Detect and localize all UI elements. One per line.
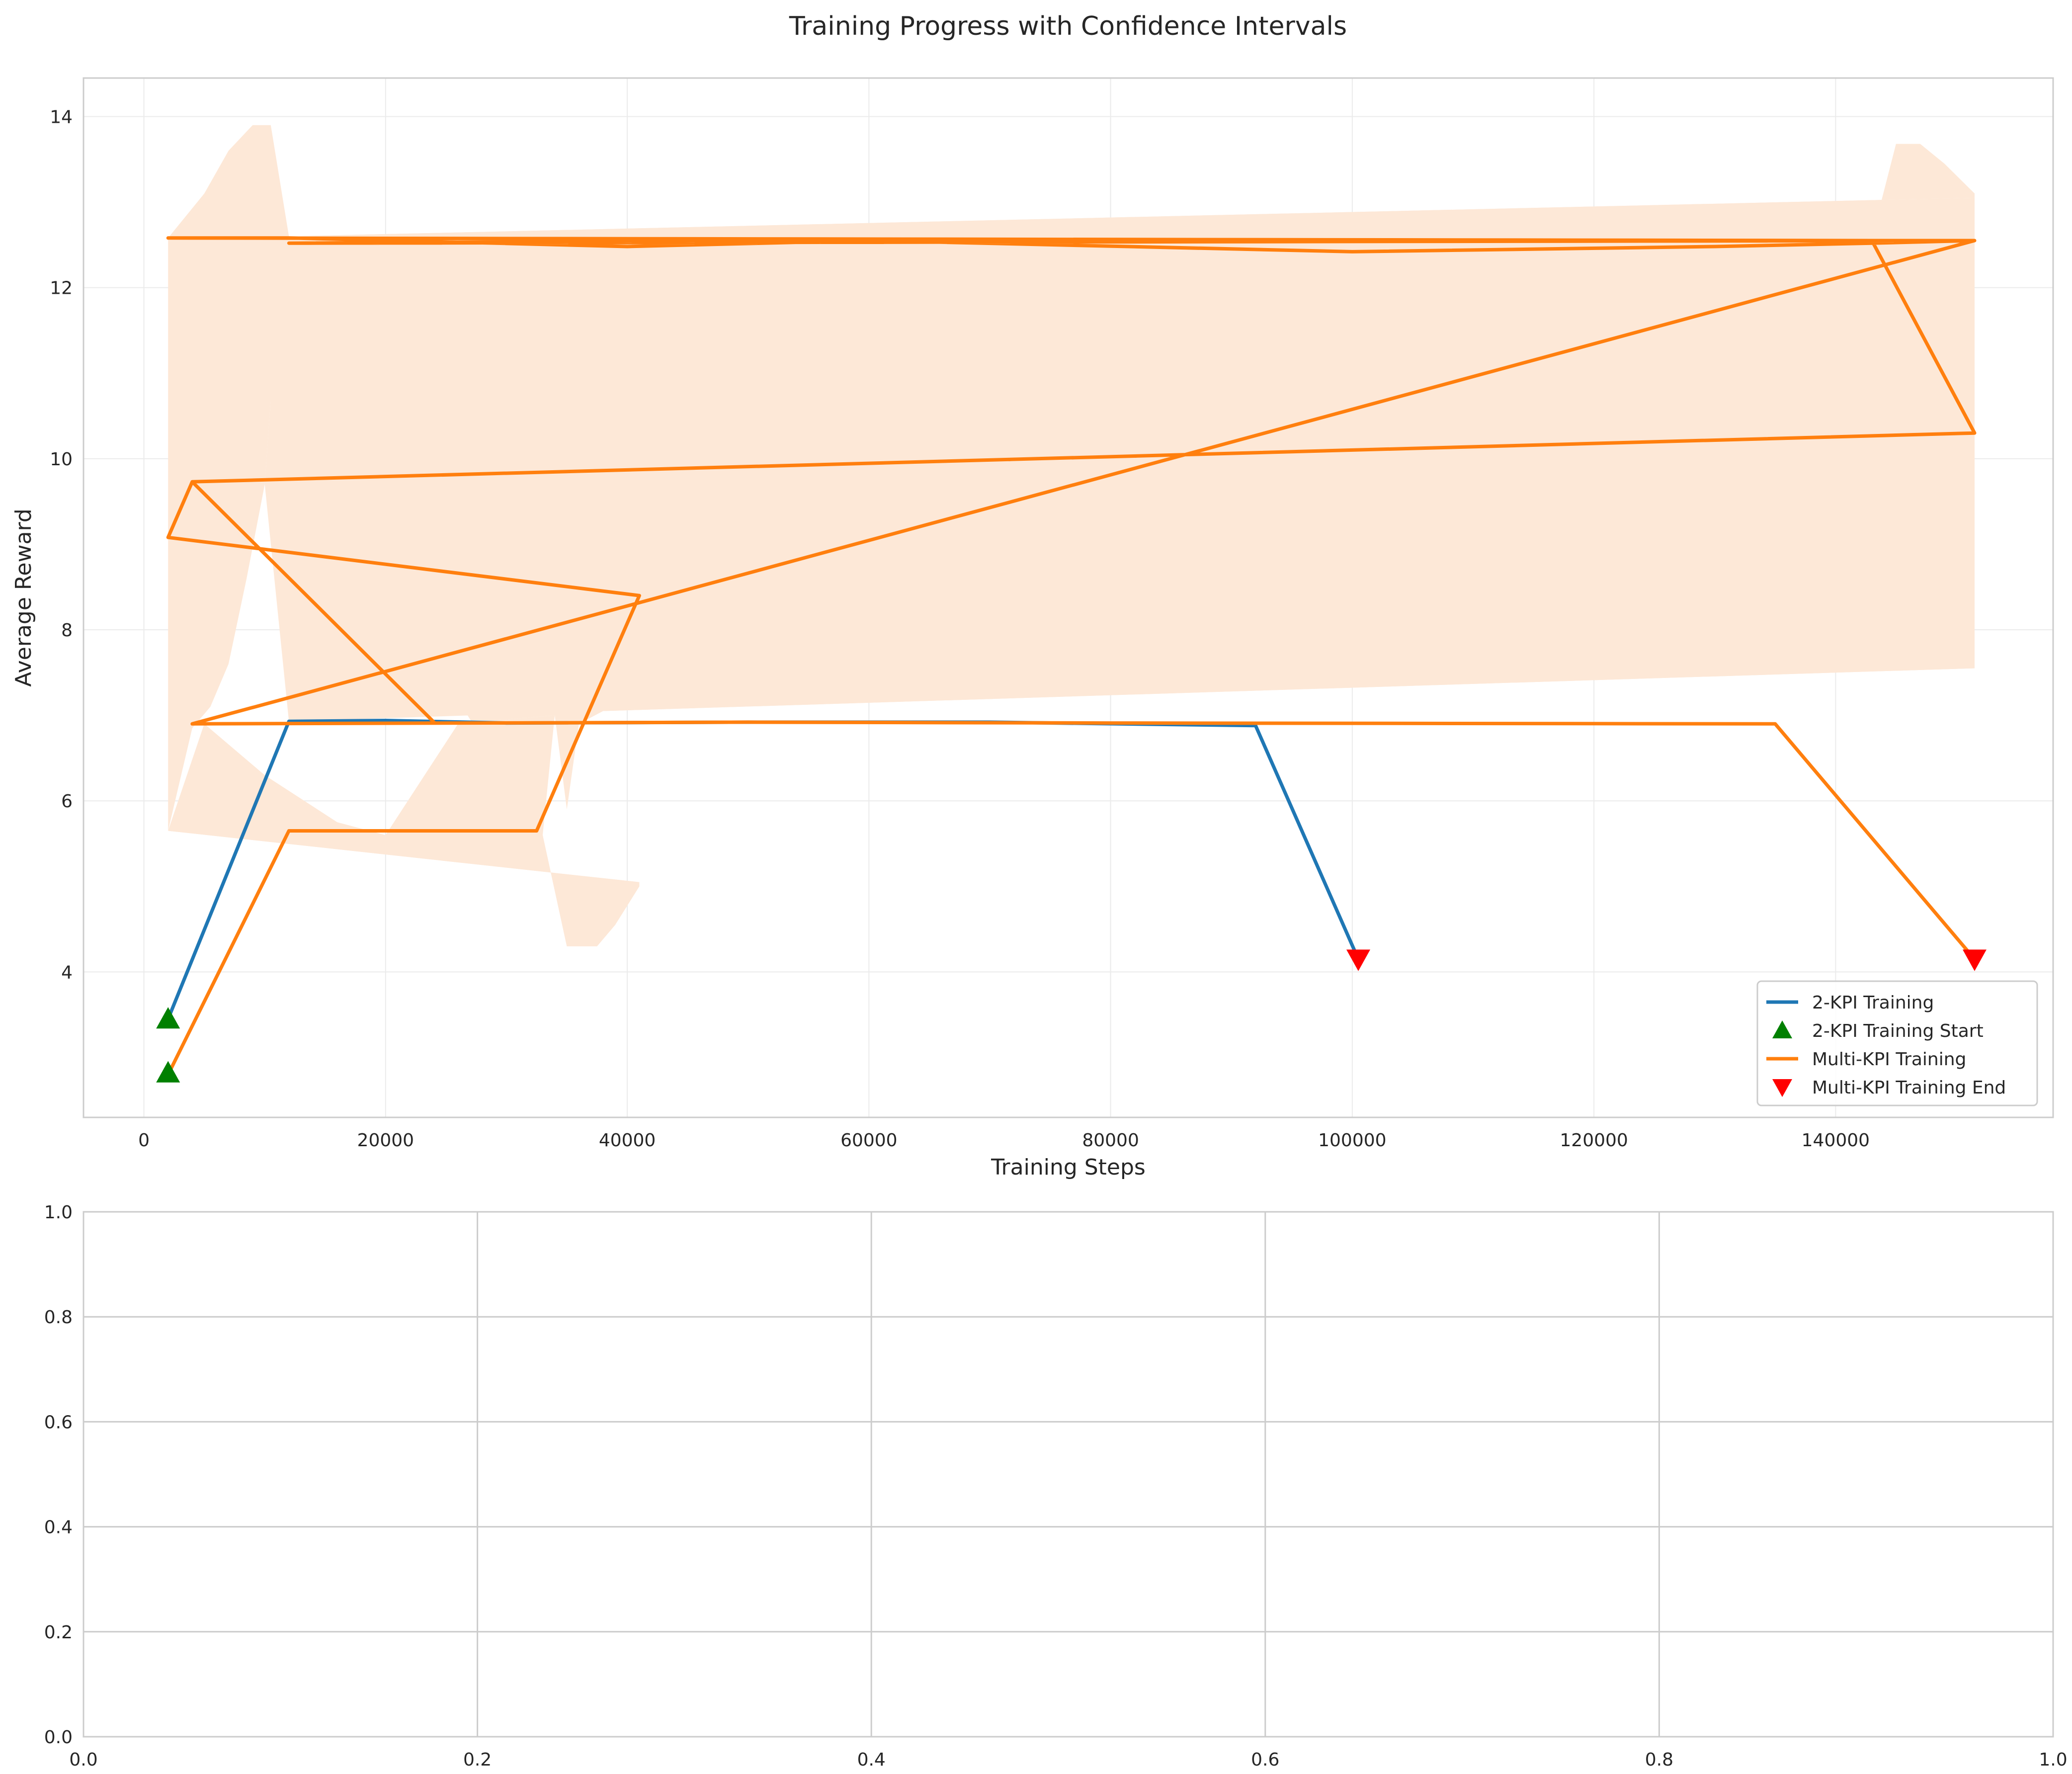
x-tick-label: 80000 <box>1082 1130 1139 1151</box>
y-tick-label: 0.8 <box>44 1307 73 1328</box>
top-plot-area: 0 20000 40000 60000 80000 100000 120000 140000 4… <box>11 77 2054 1180</box>
y-tick-label: 1.0 <box>44 1202 73 1223</box>
confidence-band-body <box>264 197 1975 722</box>
end-marker <box>1962 949 1987 971</box>
legend-label: Multi-KPI Training <box>1812 1049 1966 1070</box>
legend-label: 2-KPI Training Start <box>1812 1021 1984 1041</box>
x-axis-label: Training Steps <box>991 1155 1146 1180</box>
x-tick-label: 0.8 <box>1645 1750 1673 1770</box>
end-marker <box>1346 949 1371 971</box>
x-tick-label: 40000 <box>599 1130 656 1151</box>
bottom-plot-area: 0.0 0.2 0.4 0.6 0.8 1.0 0.0 0.2 0.4 0.6 0.8 1.0 <box>44 1202 2068 1770</box>
y-tick-label: 0.4 <box>44 1518 73 1538</box>
y-tick-label: 0.2 <box>44 1622 73 1643</box>
x-tick-label: 0 <box>138 1130 150 1151</box>
legend-marker-swatch <box>1772 1079 1792 1097</box>
plot-frame <box>83 77 2054 1118</box>
legend-label: Multi-KPI Training End <box>1812 1078 2006 1098</box>
x-tick-label: 20000 <box>357 1130 414 1151</box>
legend-label: 2-KPI Training <box>1812 993 1934 1013</box>
start-marker <box>156 1061 180 1083</box>
legend-marker-swatch <box>1772 1020 1792 1038</box>
x-tick-label: 0.0 <box>69 1750 97 1770</box>
y-tick-label: 0.6 <box>44 1412 73 1433</box>
x-tick-label: 60000 <box>840 1130 898 1151</box>
legend-box <box>1756 980 2038 1106</box>
x-tick-label: 0.6 <box>1251 1750 1279 1770</box>
y-tick-label: 8 <box>61 620 73 641</box>
x-tick-label: 0.4 <box>857 1750 886 1770</box>
series-line-multikpi <box>166 236 1977 1077</box>
y-tick-label: 14 <box>50 107 73 127</box>
x-tick-label: 100000 <box>1318 1130 1386 1151</box>
chart-title: Training Progress with Confidence Interv… <box>789 11 1347 41</box>
x-tick-label: 120000 <box>1560 1130 1628 1151</box>
plot-frame <box>83 1211 2054 1738</box>
y-tick-label: 6 <box>61 791 73 812</box>
y-tick-label: 0.0 <box>44 1727 73 1748</box>
confidence-band-left <box>168 236 289 831</box>
x-tick-label: 140000 <box>1802 1130 1870 1151</box>
start-marker <box>156 1007 180 1029</box>
x-tick-label: 0.2 <box>463 1750 492 1770</box>
y-tick-label: 4 <box>61 962 73 983</box>
y-axis-label: Average Reward <box>11 508 36 687</box>
x-tick-label: 1.0 <box>2039 1750 2067 1770</box>
y-tick-label: 12 <box>50 278 73 299</box>
y-tick-label: 10 <box>50 449 73 470</box>
